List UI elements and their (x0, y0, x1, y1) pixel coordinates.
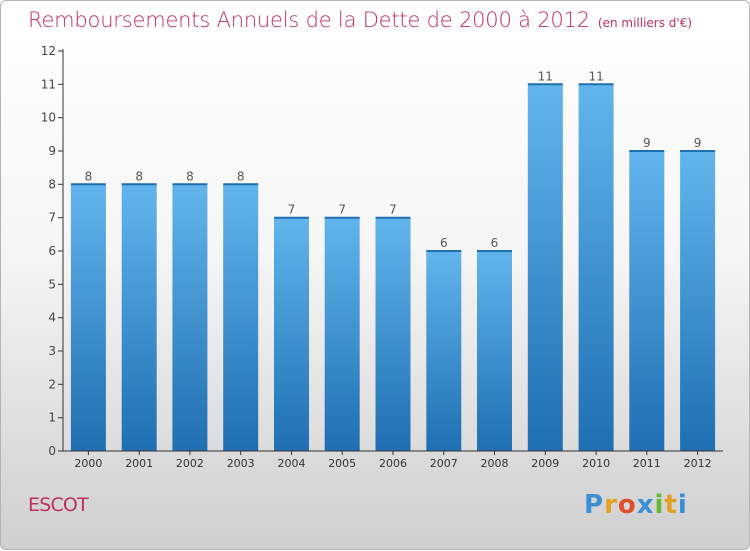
y-tick-label: 3 (48, 344, 56, 358)
y-tick-label: 2 (48, 377, 56, 391)
x-tick-label: 2009 (531, 457, 559, 470)
bar (324, 217, 360, 451)
logo-letter: i (677, 490, 688, 520)
y-tick-label: 1 (48, 411, 56, 425)
data-label: 7 (288, 203, 296, 217)
bar (680, 151, 716, 451)
bar (375, 217, 411, 451)
y-tick-label: 9 (48, 144, 56, 158)
y-tick-label: 5 (48, 277, 56, 291)
commune-name: ESCOT (28, 494, 89, 516)
unit-note: (en milliers d'€) (597, 16, 693, 30)
bar (629, 151, 665, 451)
data-label: 8 (237, 169, 245, 183)
data-label: 7 (389, 203, 397, 217)
y-tick-label: 8 (48, 177, 56, 191)
data-label: 9 (643, 136, 651, 150)
y-tick-label: 0 (48, 444, 56, 458)
data-label: 6 (491, 236, 499, 250)
logo-letter: x (636, 490, 655, 520)
x-tick-label: 2003 (227, 457, 255, 470)
y-tick-label: 4 (48, 311, 56, 325)
proxiti-logo: Proxiti (584, 490, 688, 520)
bar (223, 184, 259, 452)
x-tick-label: 2004 (278, 457, 306, 470)
x-tick-label: 2008 (481, 457, 509, 470)
data-label: 11 (588, 69, 603, 83)
x-tick-label: 2012 (684, 457, 712, 470)
data-label: 11 (538, 69, 553, 83)
bar (426, 251, 462, 451)
bar (274, 217, 309, 451)
x-tick-label: 2005 (328, 457, 356, 470)
chart-title-text: Remboursements Annuels de la Dette de 20… (28, 8, 590, 32)
bar (70, 184, 106, 452)
data-label: 8 (135, 169, 143, 183)
logo-letter: o (617, 490, 637, 520)
x-tick-label: 2001 (125, 457, 153, 470)
logo-letter: P (584, 490, 605, 520)
x-tick-label: 2002 (176, 457, 204, 470)
chart-title: Remboursements Annuels de la Dette de 20… (28, 8, 692, 32)
bar (578, 84, 614, 452)
y-tick-label: 11 (41, 77, 56, 91)
x-tick-label: 2000 (74, 457, 102, 470)
y-tick-label: 10 (41, 111, 56, 125)
y-tick-label: 12 (41, 44, 56, 58)
y-tick-label: 7 (48, 211, 56, 225)
x-tick-label: 2006 (379, 457, 407, 470)
bar (527, 84, 563, 452)
logo-letter: i (654, 490, 665, 520)
x-tick-label: 2011 (633, 457, 661, 470)
logo-letter: r (604, 490, 618, 520)
x-tick-label: 2007 (430, 457, 458, 470)
data-label: 9 (694, 136, 702, 150)
data-label: 8 (85, 169, 93, 183)
bar (477, 251, 512, 451)
data-label: 8 (186, 169, 194, 183)
y-tick-label: 6 (48, 244, 56, 258)
logo-letter: t (664, 490, 678, 520)
bar (172, 184, 208, 452)
x-tick-label: 2010 (582, 457, 610, 470)
bar (121, 184, 157, 452)
data-label: 7 (338, 203, 346, 217)
data-label: 6 (440, 236, 448, 250)
